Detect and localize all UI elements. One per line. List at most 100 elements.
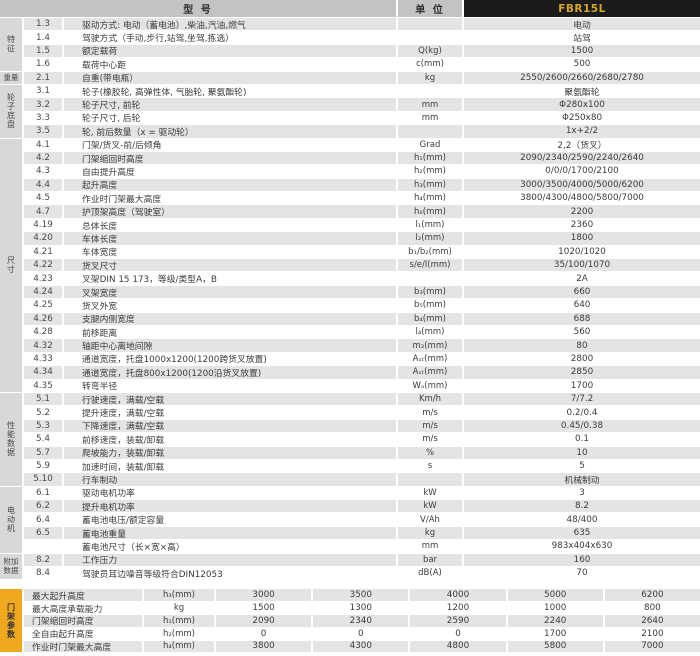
header-model-label: 型 号 xyxy=(0,0,396,17)
row-number: 4.21 xyxy=(24,245,62,259)
row-number: 4.20 xyxy=(24,232,62,245)
row-unit: h₂(mm) xyxy=(398,165,462,178)
row-unit: mm xyxy=(398,111,462,125)
section-label: 性能数据 xyxy=(0,392,22,486)
row-number: 1.3 xyxy=(24,18,62,31)
row-description: 加速时间，装载/卸载 xyxy=(64,459,396,473)
row-value: 560 xyxy=(464,325,700,339)
row-value: 70 xyxy=(464,567,700,580)
row-value: 2200 xyxy=(464,205,700,218)
row-number: 5.3 xyxy=(24,419,62,433)
row-value: 电动 xyxy=(464,18,700,31)
mast-row-value: 1500 xyxy=(216,602,312,614)
row-number: 4.26 xyxy=(24,312,62,325)
row-value: 1020/1020 xyxy=(464,245,700,259)
mast-row-value: 3000 xyxy=(216,589,312,602)
row-unit: h₄(mm) xyxy=(398,192,462,205)
mast-row-value: 3500 xyxy=(313,589,409,602)
spec-section: 尺寸 4.1 门架/货叉-前/后倾角 Grad 2,2（货叉） 4.2 门架缩回时高度 h₁(… xyxy=(0,138,700,392)
row-value: 2550/2600/2660/2680/2780 xyxy=(464,71,700,84)
section-label: 附加数据 xyxy=(0,553,22,580)
row-unit: m/s xyxy=(398,433,462,446)
row-description: 作业时门架最大高度 xyxy=(64,192,396,205)
row-description: 载荷中心距 xyxy=(64,58,396,71)
mast-row-description: 最大起升高度 xyxy=(24,589,142,602)
section-label: 特征 xyxy=(0,18,22,71)
row-unit: kg xyxy=(398,526,462,540)
section-label: 重量 xyxy=(0,71,22,84)
row-value: 聚氨酯轮 xyxy=(464,84,700,98)
row-number: 8.2 xyxy=(24,553,62,567)
row-description: 行驶速度，满载/空载 xyxy=(64,392,396,406)
row-value: 0.1 xyxy=(464,433,700,446)
row-description: 爬坡能力，装载/卸载 xyxy=(64,446,396,459)
row-number: 6.2 xyxy=(24,500,62,513)
mast-row-value: 2100 xyxy=(604,627,700,640)
row-value: Φ280x100 xyxy=(464,98,700,111)
row-unit: b₅(mm) xyxy=(398,299,462,312)
row-unit: l₄(mm) xyxy=(398,325,462,339)
mast-row-value: 0 xyxy=(410,627,506,640)
row-description: 蓄电池重量 xyxy=(64,526,396,540)
row-number: 4.35 xyxy=(24,379,62,392)
row-unit xyxy=(398,31,462,44)
mast-row-description: 作业时门架最大高度 xyxy=(24,640,142,653)
mast-row-value: 4800 xyxy=(410,640,506,653)
row-description: 通道宽度，托盘800x1200(1200沿货叉放置) xyxy=(64,366,396,379)
row-unit: h₆(mm) xyxy=(398,205,462,218)
row-value: 500 xyxy=(464,58,700,71)
mast-row-description: 门架缩回时高度 xyxy=(24,615,142,627)
row-number: 5.2 xyxy=(24,406,62,419)
row-number: 4.33 xyxy=(24,352,62,366)
mast-row-unit: h₄(mm) xyxy=(144,640,214,653)
row-unit: kW xyxy=(398,500,462,513)
mast-section-label: 门架参数 xyxy=(0,589,22,653)
row-unit: h₁(mm) xyxy=(398,151,462,165)
row-description: 蓄电池电压/额定容量 xyxy=(64,513,396,526)
spec-section: 电动机 6.1 驱动电机功率 kW 3 6.2 提升电机功率 kW 8.2 6.4 蓄电池电压/额定… xyxy=(0,486,700,553)
row-description: 自由提升高度 xyxy=(64,165,396,178)
row-value: 机械制动 xyxy=(464,473,700,486)
row-value: 2360 xyxy=(464,218,700,232)
mast-row-unit: h₂(mm) xyxy=(144,627,214,640)
mast-row-value: 0 xyxy=(313,627,409,640)
row-value: 0/0/0/1700/2100 xyxy=(464,165,700,178)
mast-row-value: 2340 xyxy=(313,615,409,627)
row-value: 0.45/0.38 xyxy=(464,419,700,433)
row-unit: m/s xyxy=(398,406,462,419)
row-description: 自重(带电瓶） xyxy=(64,71,396,84)
mast-row-value: 5800 xyxy=(507,640,603,653)
row-unit: s xyxy=(398,459,462,473)
row-description: 蓄电池尺寸（长×宽×高） xyxy=(64,540,396,553)
row-number: 4.1 xyxy=(24,138,62,151)
mast-row-value: 5000 xyxy=(507,589,603,602)
row-unit: b₄(mm) xyxy=(398,312,462,325)
row-value: 3800/4300/4800/5800/7000 xyxy=(464,192,700,205)
row-number: 3.2 xyxy=(24,98,62,111)
row-value: 3000/3500/4000/5000/6200 xyxy=(464,178,700,192)
row-number: 6.5 xyxy=(24,526,62,540)
row-description: 前移距离 xyxy=(64,325,396,339)
row-number: 5.9 xyxy=(24,459,62,473)
row-unit xyxy=(398,84,462,98)
row-number: 4.28 xyxy=(24,325,62,339)
row-value: 80 xyxy=(464,339,700,352)
row-number: 6.4 xyxy=(24,513,62,526)
row-number: 4.19 xyxy=(24,218,62,232)
row-number: 4.7 xyxy=(24,205,62,218)
mast-row-value: 1000 xyxy=(507,602,603,614)
row-description: 提升电机功率 xyxy=(64,500,396,513)
row-value: 2,2（货叉） xyxy=(464,138,700,151)
row-value: 5 xyxy=(464,459,700,473)
row-unit xyxy=(398,18,462,31)
row-unit: % xyxy=(398,446,462,459)
row-unit: l₂(mm) xyxy=(398,232,462,245)
row-value: 2800 xyxy=(464,352,700,366)
row-number: 4.25 xyxy=(24,299,62,312)
row-description: 行车制动 xyxy=(64,473,396,486)
row-unit: mm xyxy=(398,540,462,553)
row-value: 2850 xyxy=(464,366,700,379)
row-description: 货叉外宽 xyxy=(64,299,396,312)
mast-row-value: 2240 xyxy=(507,615,603,627)
row-number xyxy=(24,540,62,553)
